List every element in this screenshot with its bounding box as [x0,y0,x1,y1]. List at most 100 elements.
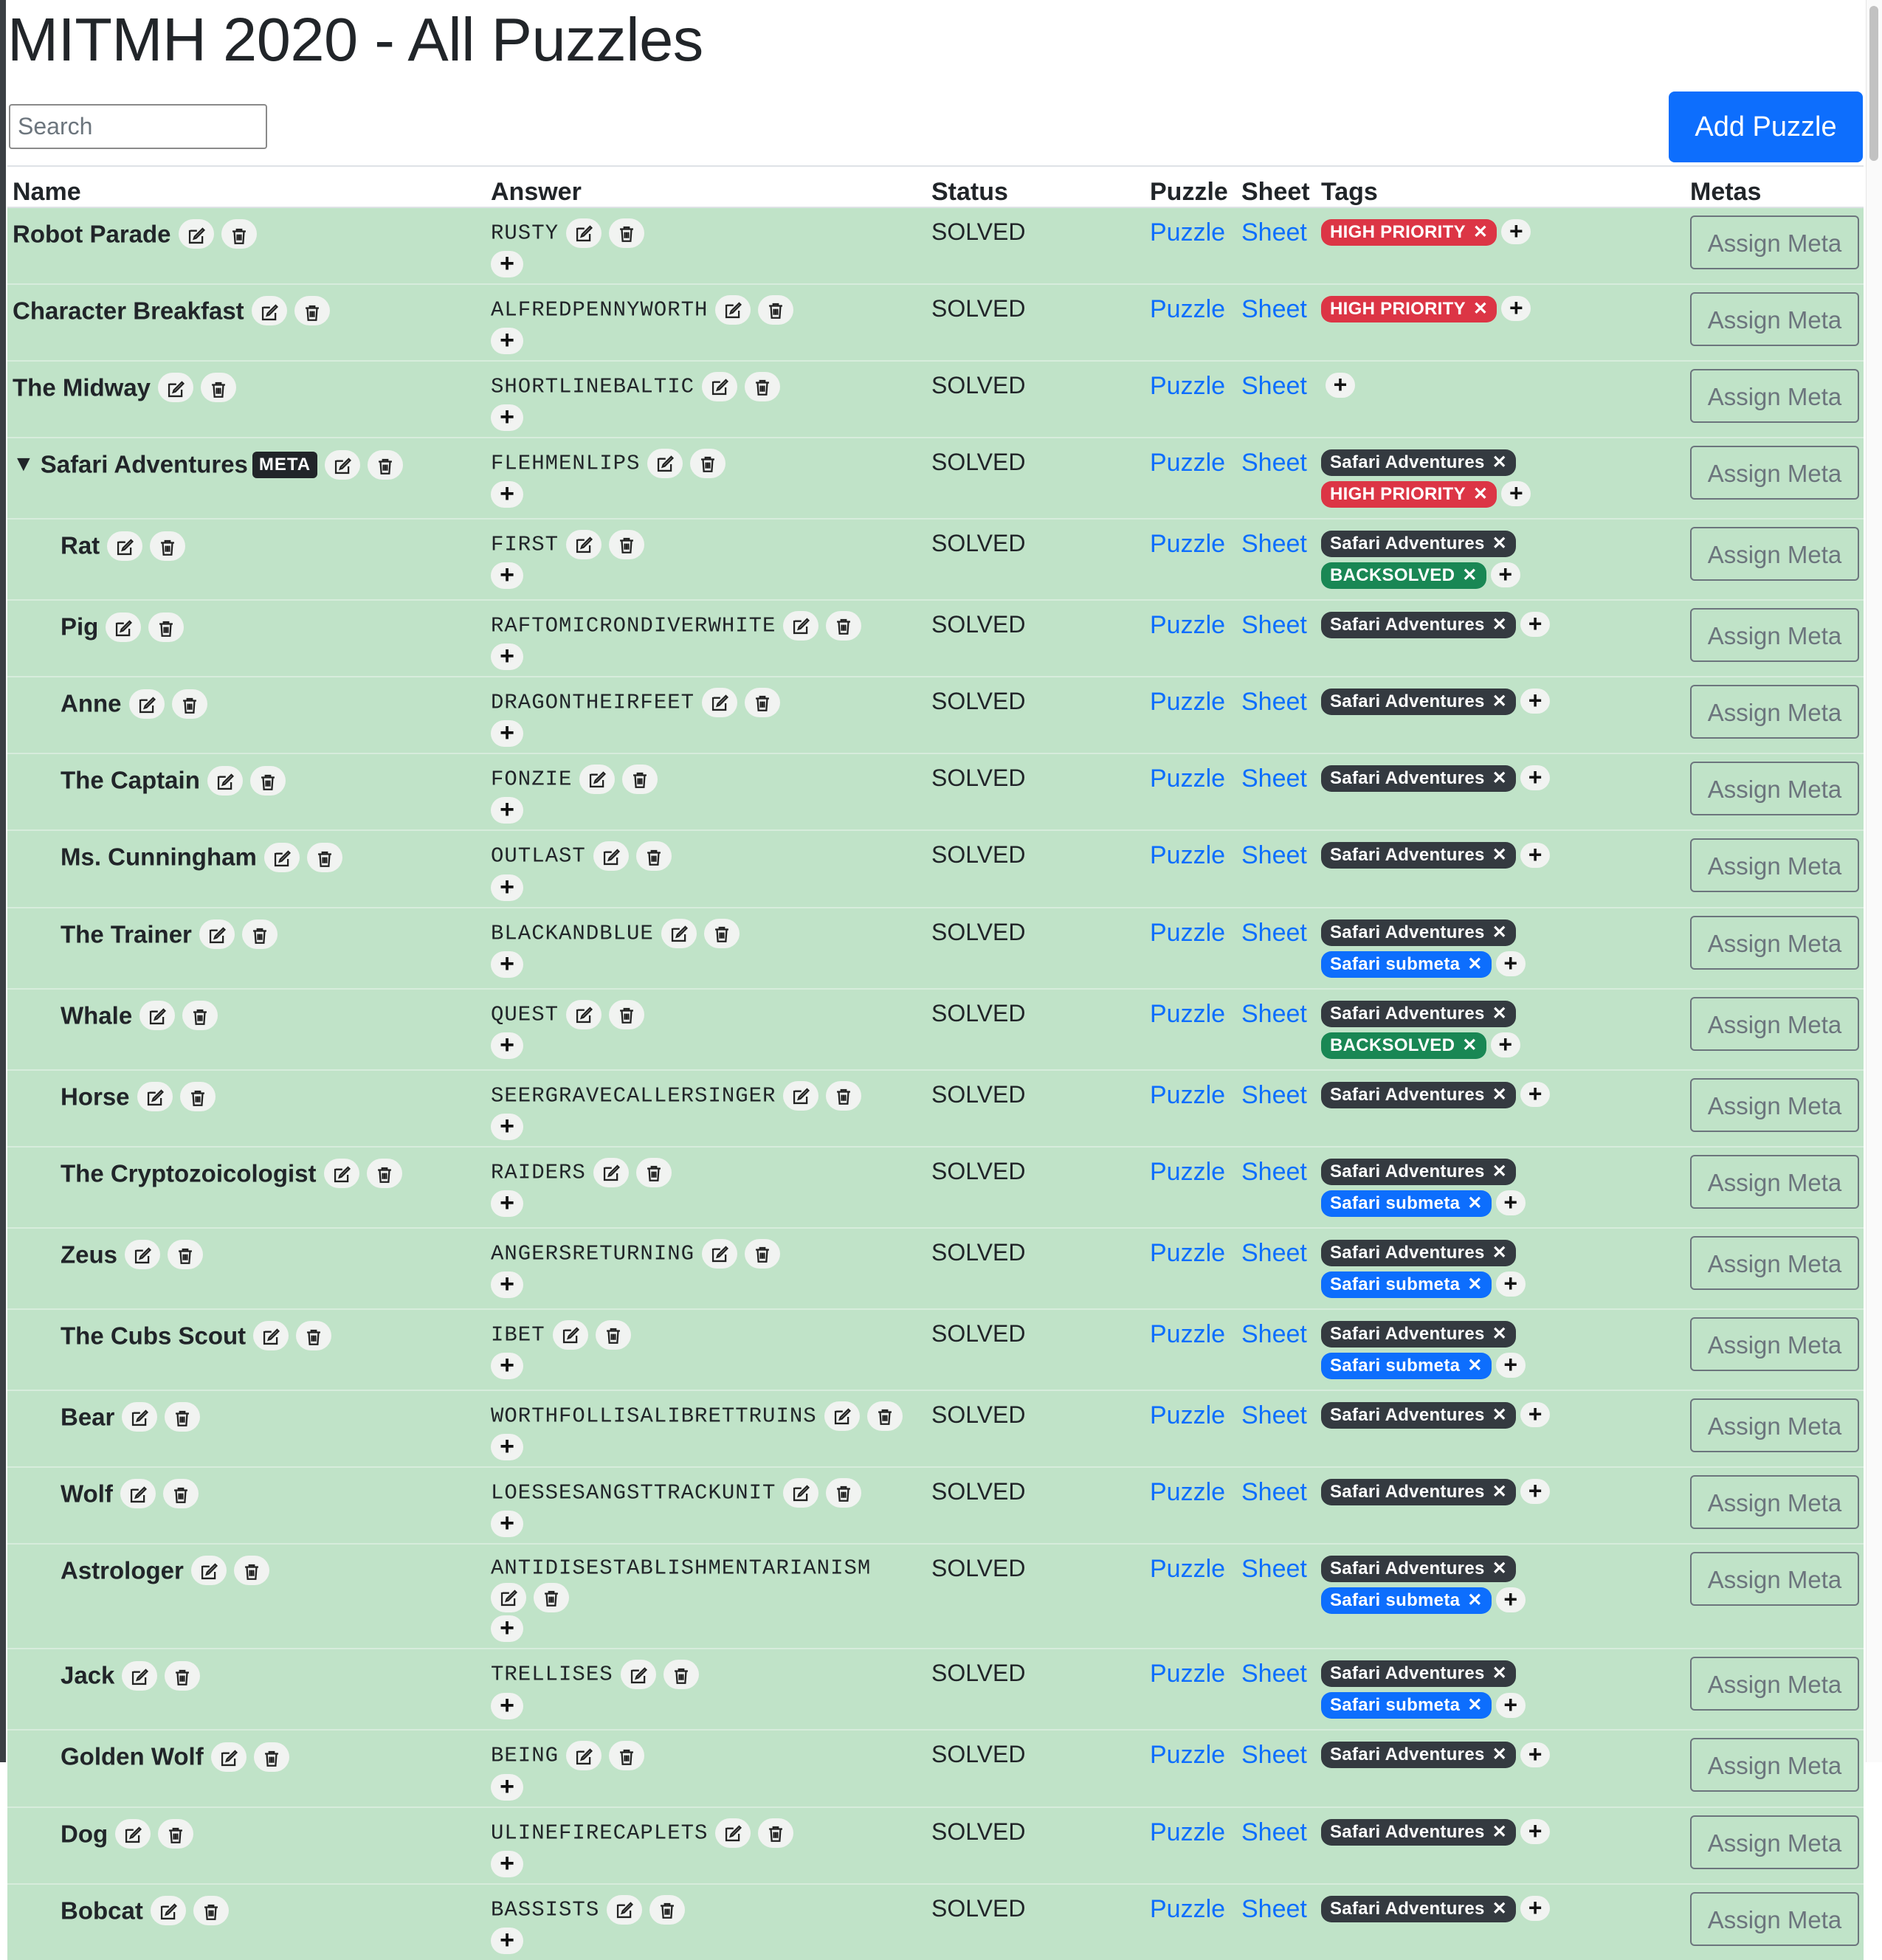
add-answer-button[interactable]: + [491,1032,523,1059]
scrollbar[interactable] [1866,0,1882,1762]
status-text[interactable]: SOLVED [926,1226,1145,1309]
remove-tag-icon[interactable]: ✕ [1492,534,1508,554]
edit-name-icon[interactable] [122,1660,158,1691]
edit-answer-icon[interactable] [620,1660,656,1690]
puzzle-link[interactable]: Puzzle [1150,1554,1226,1583]
remove-tag-icon[interactable]: ✕ [1472,299,1489,320]
status-text[interactable]: SOLVED [926,599,1145,677]
add-tag-button[interactable]: + [1490,562,1520,588]
assign-meta-button[interactable]: Assign Meta [1690,1235,1859,1290]
status-text[interactable]: SOLVED [926,829,1145,908]
delete-puzzle-icon[interactable] [233,1556,269,1586]
delete-puzzle-icon[interactable] [306,842,342,872]
add-tag-button[interactable]: + [1495,950,1526,976]
status-text[interactable]: SOLVED [926,283,1145,362]
remove-tag-icon[interactable]: ✕ [1492,1404,1508,1425]
assign-meta-button[interactable]: Assign Meta [1690,1551,1859,1606]
add-tag-button[interactable]: + [1520,612,1551,638]
assign-meta-button[interactable]: Assign Meta [1690,1077,1859,1132]
add-tag-button[interactable]: + [1520,1742,1551,1767]
assign-meta-button[interactable]: Assign Meta [1690,685,1859,739]
edit-name-icon[interactable] [325,449,361,480]
add-answer-button[interactable]: + [491,797,523,824]
delete-answer-icon[interactable] [826,1080,862,1111]
add-tag-button[interactable]: + [1501,219,1531,245]
remove-tag-icon[interactable]: ✕ [1492,691,1508,712]
edit-answer-icon[interactable] [702,1238,738,1269]
delete-puzzle-icon[interactable] [165,1660,201,1691]
sheet-link[interactable]: Sheet [1241,295,1307,324]
remove-tag-icon[interactable]: ✕ [1492,1558,1508,1578]
delete-answer-icon[interactable] [609,218,645,248]
puzzle-link[interactable]: Puzzle [1150,372,1226,401]
add-answer-button[interactable]: + [491,562,523,590]
delete-answer-icon[interactable] [826,611,862,641]
status-text[interactable]: SOLVED [926,1806,1145,1884]
edit-answer-icon[interactable] [593,1157,629,1187]
puzzle-link[interactable]: Puzzle [1150,688,1226,717]
assign-meta-button[interactable]: Assign Meta [1690,838,1859,893]
status-text[interactable]: SOLVED [926,360,1145,438]
add-answer-button[interactable]: + [491,1850,523,1877]
edit-name-icon[interactable] [139,1000,176,1030]
sheet-link[interactable]: Sheet [1241,1157,1307,1186]
delete-answer-icon[interactable] [866,1401,903,1431]
delete-answer-icon[interactable] [703,918,740,948]
status-text[interactable]: SOLVED [926,1389,1145,1467]
edit-name-icon[interactable] [199,919,235,949]
assign-meta-button[interactable]: Assign Meta [1690,369,1859,424]
add-answer-button[interactable]: + [491,1615,523,1643]
add-answer-button[interactable]: + [491,1927,523,1954]
status-text[interactable]: SOLVED [926,1648,1145,1730]
status-text[interactable]: SOLVED [926,987,1145,1070]
sheet-link[interactable]: Sheet [1241,918,1307,947]
add-answer-button[interactable]: + [491,328,523,355]
sheet-link[interactable]: Sheet [1241,1894,1307,1923]
add-tag-button[interactable]: + [1520,842,1551,868]
sheet-link[interactable]: Sheet [1241,765,1307,793]
edit-answer-icon[interactable] [824,1401,860,1431]
delete-answer-icon[interactable] [635,1157,672,1187]
delete-puzzle-icon[interactable] [368,449,404,480]
add-answer-button[interactable]: + [491,1773,523,1801]
remove-tag-icon[interactable]: ✕ [1462,565,1478,586]
delete-puzzle-icon[interactable] [182,1000,218,1030]
assign-meta-button[interactable]: Assign Meta [1690,915,1859,970]
add-tag-button[interactable]: + [1490,1032,1520,1057]
delete-answer-icon[interactable] [609,999,645,1029]
status-text[interactable]: SOLVED [926,753,1145,831]
delete-puzzle-icon[interactable] [249,765,286,796]
delete-answer-icon[interactable] [635,841,672,872]
edit-answer-icon[interactable] [702,688,738,718]
delete-puzzle-icon[interactable] [366,1158,402,1188]
puzzle-link[interactable]: Puzzle [1150,449,1226,477]
edit-answer-icon[interactable] [715,1818,751,1848]
status-text[interactable]: SOLVED [926,206,1145,285]
edit-name-icon[interactable] [323,1158,359,1188]
puzzle-link[interactable]: Puzzle [1150,918,1226,947]
edit-answer-icon[interactable] [579,765,616,795]
edit-name-icon[interactable] [115,1818,151,1849]
edit-answer-icon[interactable] [783,1477,819,1508]
delete-answer-icon[interactable] [595,1319,631,1350]
status-text[interactable]: SOLVED [926,1542,1145,1649]
remove-tag-icon[interactable]: ✕ [1462,1035,1478,1055]
assign-meta-button[interactable]: Assign Meta [1690,1398,1859,1452]
delete-answer-icon[interactable] [745,372,781,402]
add-answer-button[interactable]: + [491,1271,523,1298]
delete-answer-icon[interactable] [690,449,726,479]
edit-answer-icon[interactable] [491,1583,526,1613]
assign-meta-button[interactable]: Assign Meta [1690,446,1859,500]
delete-puzzle-icon[interactable] [179,1081,216,1111]
delete-answer-icon[interactable] [622,765,658,795]
delete-answer-icon[interactable] [758,295,794,325]
edit-name-icon[interactable] [207,765,243,796]
puzzle-link[interactable]: Puzzle [1150,1401,1226,1429]
status-text[interactable]: SOLVED [926,437,1145,520]
sheet-link[interactable]: Sheet [1241,1238,1307,1267]
edit-name-icon[interactable] [137,1081,173,1111]
add-answer-button[interactable]: + [491,643,523,671]
remove-tag-icon[interactable]: ✕ [1467,1193,1483,1213]
edit-name-icon[interactable] [150,1895,186,1925]
edit-answer-icon[interactable] [783,611,819,641]
